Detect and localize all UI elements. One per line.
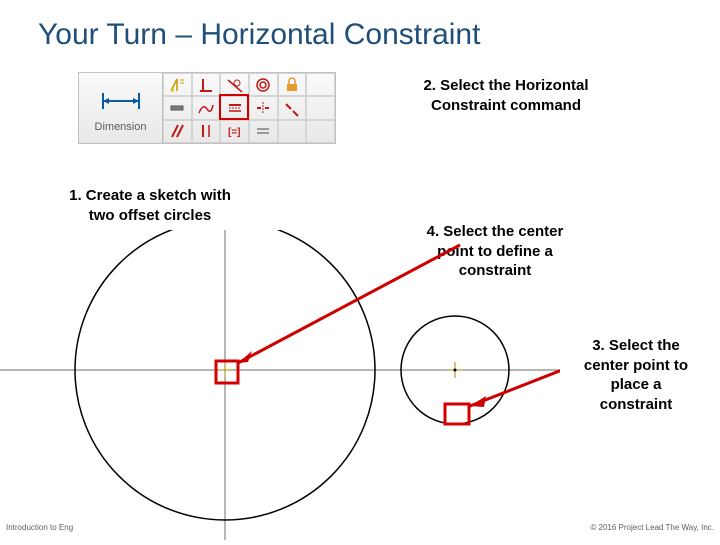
large-center-marker [217,362,233,378]
large-center-highlight [216,361,238,383]
svg-text:[=]: [=] [228,127,241,138]
tangent-icon[interactable] [220,73,249,96]
parallel-icon[interactable] [163,120,192,143]
constraint-toolbar: Dimension [78,72,336,144]
equal-length-icon[interactable] [249,120,278,143]
dimension-label: Dimension [95,121,147,133]
horizontal-constraint-icon[interactable] [220,96,249,119]
footer-right: © 2016 Project Lead The Way, Inc. [590,523,714,532]
callout-step-3: 3. Select thecenter point toplace aconst… [566,336,706,414]
concentric-icon[interactable] [249,73,278,96]
sketch-canvas [0,230,560,530]
smooth-icon[interactable] [192,96,221,119]
vertical-constraint-icon[interactable] [192,120,221,143]
small-center-highlight [445,404,469,424]
perpendicular-icon[interactable] [192,73,221,96]
small-center-marker [447,362,463,378]
footer-left: Introduction to Eng [6,523,73,532]
empty-2 [306,96,335,119]
auto-dim-icon[interactable] [163,73,192,96]
empty-3 [278,120,307,143]
page-title: Your Turn – Horizontal Constraint [38,18,480,52]
equal-radii-icon[interactable]: [=] [220,120,249,143]
dimension-section[interactable]: Dimension [79,73,163,143]
dimension-icon [97,87,145,119]
collinear-icon[interactable] [278,96,307,119]
constraint-grid: [=] [163,73,335,143]
symmetric-icon[interactable] [249,96,278,119]
arrow-to-large-center [238,245,460,363]
callout-step-2: 2. Select the HorizontalConstraint comma… [396,76,616,115]
empty-1 [306,73,335,96]
coincident-icon[interactable] [163,96,192,119]
empty-4 [306,120,335,143]
lock-icon[interactable] [278,73,307,96]
callout-step-1: 1. Create a sketch withtwo offset circle… [50,186,250,225]
